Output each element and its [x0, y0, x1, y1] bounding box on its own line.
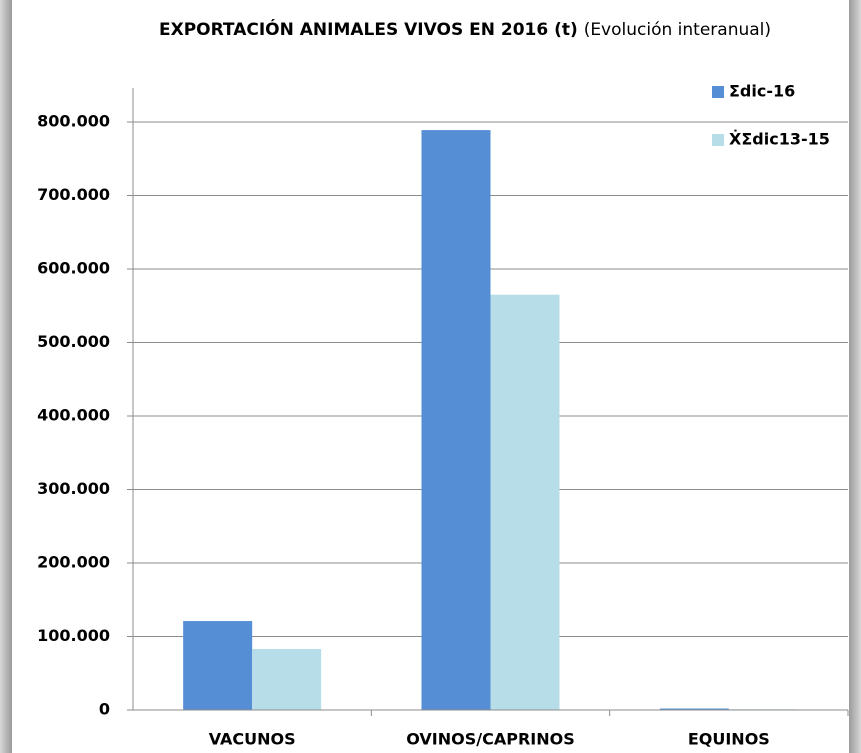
y-tick-label: 500.000: [37, 332, 110, 351]
x-tick-label: OVINOS/CAPRINOS: [406, 730, 575, 749]
title-sub: (Evolución interanual): [584, 20, 771, 40]
bar: [659, 708, 729, 710]
x-tick-label: VACUNOS: [209, 730, 296, 749]
bar: [490, 294, 560, 710]
legend-swatch: [712, 134, 724, 146]
frame-left: [0, 0, 12, 753]
frame-right: [849, 0, 861, 753]
chart-title: EXPORTACIÓN ANIMALES VIVOS EN 2016 (t) (…: [159, 18, 771, 40]
bar: [183, 621, 253, 710]
y-tick-label: 300.000: [37, 479, 110, 498]
legend-label: ẊΣdic13-15: [729, 130, 830, 149]
y-tick-label: 800.000: [37, 112, 110, 131]
legend-label: Σdic-16: [729, 82, 795, 101]
y-tick-label: 600.000: [37, 259, 110, 278]
x-tick-label: EQUINOS: [688, 730, 770, 749]
bar: [252, 648, 322, 710]
y-tick-label: 100.000: [37, 626, 110, 645]
y-tick-label: 700.000: [37, 185, 110, 204]
y-tick-label: 0: [99, 700, 110, 719]
y-tick-label: 400.000: [37, 406, 110, 425]
title-main: EXPORTACIÓN ANIMALES VIVOS EN 2016 (t): [159, 18, 578, 40]
bar: [421, 130, 491, 710]
legend-swatch: [712, 86, 724, 98]
y-tick-label: 200.000: [37, 553, 110, 572]
